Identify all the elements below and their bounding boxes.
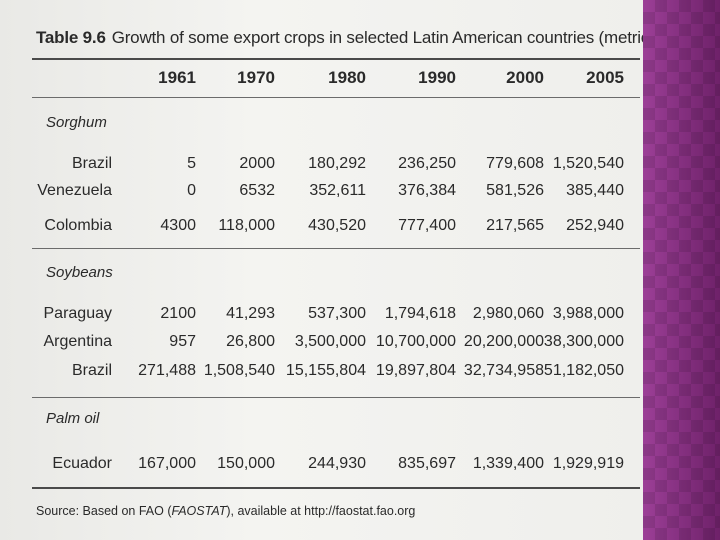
decorative-side-panel xyxy=(643,0,720,540)
year-header: 2005 xyxy=(586,68,624,87)
year-header: 1980 xyxy=(328,68,366,87)
table-cell: 3,988,000 xyxy=(552,305,624,322)
table-cell: 19,897,804 xyxy=(375,362,456,379)
source-prefix: Source: Based on FAO ( xyxy=(36,504,172,518)
table-cell: 777,400 xyxy=(398,217,456,234)
table-cell: 41,293 xyxy=(226,305,275,322)
table-cell: 1,929,919 xyxy=(552,455,624,472)
country-label: Paraguay xyxy=(43,305,113,322)
table-cell: 1,508,540 xyxy=(203,362,275,379)
table-cell: 385,440 xyxy=(566,182,624,199)
table-cell: 217,565 xyxy=(486,217,544,234)
table-cell: 2100 xyxy=(160,305,196,322)
table-cell: 244,930 xyxy=(308,455,366,472)
year-header: 1961 xyxy=(158,68,196,87)
table-cell: 236,250 xyxy=(398,155,456,172)
table-cell: 10,700,000 xyxy=(375,333,456,350)
source-suffix: ), available at http://faostat.fao.org xyxy=(226,504,416,518)
section-palm-oil: Palm oil xyxy=(46,410,100,427)
table-cell: 26,800 xyxy=(226,333,275,350)
rule-bottom xyxy=(32,487,640,489)
table-cell: 167,000 xyxy=(138,455,196,472)
table-cell: 118,000 xyxy=(218,217,275,234)
table-cell: 1,520,540 xyxy=(552,155,624,172)
source-name: FAOSTAT xyxy=(171,504,227,518)
table-cell: 537,300 xyxy=(308,305,366,322)
table-title-text: Growth of some export crops in selected … xyxy=(111,28,691,47)
country-label: Brazil xyxy=(71,362,112,379)
year-header: 1990 xyxy=(418,68,456,87)
country-label: Venezuela xyxy=(37,182,112,199)
table-label: Table 9.6 xyxy=(36,28,106,47)
table-cell: 957 xyxy=(169,333,196,350)
table-cell: 32,734,958 xyxy=(463,362,544,379)
table-cell: 1,339,400 xyxy=(472,455,544,472)
country-label: Ecuador xyxy=(52,455,112,472)
table-cell: 150,000 xyxy=(217,455,275,472)
table-cell: 376,384 xyxy=(398,182,456,199)
rule-section xyxy=(32,248,640,249)
table-cell: 835,697 xyxy=(398,455,456,472)
table-cell: 2000 xyxy=(239,155,275,172)
rule-top xyxy=(32,58,640,60)
section-sorghum: Sorghum xyxy=(46,114,107,131)
year-header: 1970 xyxy=(237,68,275,87)
table-cell: 271,488 xyxy=(138,362,196,379)
table-cell: 51,182,050 xyxy=(543,362,624,379)
table-cell: 180,292 xyxy=(308,155,366,172)
table-cell: 430,520 xyxy=(308,217,366,234)
country-label: Argentina xyxy=(43,333,113,350)
country-label: Brazil xyxy=(71,155,112,172)
table-title: Table 9.6 Growth of some export crops in … xyxy=(36,28,691,48)
country-label: Colombia xyxy=(44,217,112,234)
rule-header xyxy=(32,97,640,98)
slide-page: Table 9.6 Growth of some export crops in … xyxy=(0,0,691,540)
table-cell: 15,155,804 xyxy=(285,362,366,379)
table-cell: 4300 xyxy=(160,217,196,234)
section-soybeans: Soybeans xyxy=(46,264,113,281)
year-header: 2000 xyxy=(506,68,544,87)
table-cell: 2,980,060 xyxy=(472,305,544,322)
table-cell: 581,526 xyxy=(486,182,544,199)
table-cell: 3,500,000 xyxy=(294,333,366,350)
table-cell: 20,200,000 xyxy=(463,333,544,350)
table-cell: 1,794,618 xyxy=(384,305,456,322)
table-cell: 6532 xyxy=(239,182,275,199)
table-cell: 779,608 xyxy=(486,155,544,172)
table-cell: 38,300,000 xyxy=(543,333,624,350)
source-note: Source: Based on FAO (FAOSTAT), availabl… xyxy=(36,504,415,518)
rule-section xyxy=(32,397,640,398)
table-cell: 0 xyxy=(187,182,196,199)
table-cell: 252,940 xyxy=(566,217,624,234)
table-cell: 352,611 xyxy=(309,182,366,199)
table-cell: 5 xyxy=(187,155,196,172)
